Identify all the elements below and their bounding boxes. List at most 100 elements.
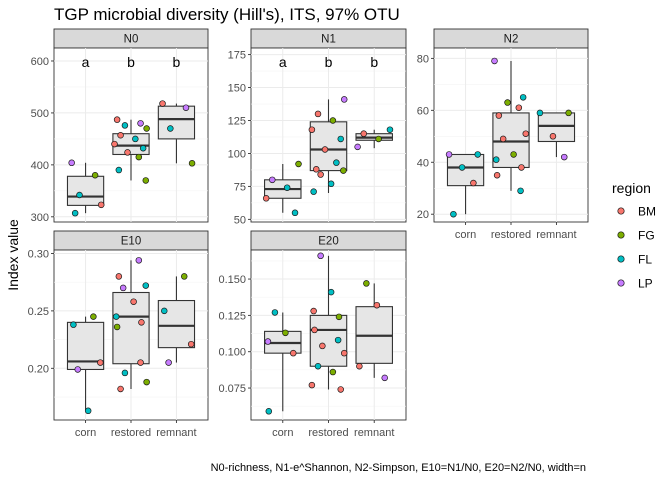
data-point-fl	[337, 135, 344, 143]
y-tick-label: 75	[234, 181, 246, 193]
data-point-fl	[142, 282, 150, 289]
data-point-bm	[311, 326, 318, 334]
data-point-fl	[121, 122, 129, 129]
data-point-bm	[515, 104, 523, 111]
y-tick-label: 0.25	[28, 306, 49, 318]
data-point-fg	[90, 313, 97, 320]
x-tick-label: remnant	[156, 427, 196, 439]
data-point-fl	[112, 313, 120, 320]
data-point-fg	[510, 151, 517, 158]
y-tick-label: 0.150	[218, 274, 246, 286]
box-iqr	[157, 299, 196, 349]
data-point-lp	[68, 159, 75, 167]
data-point-bm	[124, 149, 131, 156]
data-point-fg	[375, 135, 382, 143]
data-point-lp	[445, 151, 453, 158]
x-tick-label: restored	[491, 229, 531, 241]
data-point-fl	[139, 144, 147, 152]
data-point-fl	[132, 135, 139, 143]
x-tick-label: restored	[308, 427, 348, 439]
data-point-fl	[474, 151, 481, 158]
data-point-bm	[310, 307, 317, 315]
data-point-bm	[360, 130, 367, 137]
data-point-fl	[115, 166, 123, 174]
significance-letter: b	[173, 54, 181, 70]
panel-n0: N0 300 400 500 600 a b b	[31, 28, 209, 224]
data-point-fl	[76, 191, 83, 199]
data-point-fl	[310, 188, 317, 195]
data-point-bm	[308, 126, 316, 133]
data-point-fg	[135, 153, 143, 161]
x-tick-label: corn	[272, 427, 293, 439]
box-restored	[309, 99, 348, 193]
data-point-fl	[458, 164, 466, 171]
data-point-fl	[333, 159, 340, 166]
data-point-bm	[493, 172, 501, 179]
data-point-bm	[113, 116, 121, 123]
data-point-lp	[264, 338, 272, 345]
chart-caption: N0-richness, N1-e^Shannon, N2-Simpson, E…	[211, 462, 586, 474]
data-point-bm	[470, 179, 477, 187]
significance-letter: a	[82, 54, 90, 70]
data-point-lp	[74, 366, 82, 373]
data-point-bm	[373, 301, 381, 309]
chart-title: TGP microbial diversity (Hill's), ITS, 9…	[54, 5, 400, 24]
x-tick-label: restored	[111, 427, 151, 439]
y-axis-label: Index value	[5, 219, 21, 291]
data-point-fg	[180, 273, 188, 280]
data-point-fl	[314, 362, 322, 370]
data-point-fl	[327, 288, 335, 296]
data-point-lp	[135, 257, 143, 264]
box-iqr	[157, 105, 196, 140]
data-point-fg	[143, 125, 150, 132]
data-point-bm	[522, 130, 530, 137]
box-iqr	[537, 112, 576, 143]
data-point-bm	[97, 359, 104, 366]
data-point-lp	[340, 96, 348, 103]
data-point-fl	[283, 184, 291, 191]
data-point-bm	[290, 349, 297, 357]
x-tick-label: corn	[455, 229, 476, 241]
legend: region BM FG FL LP	[612, 180, 656, 291]
legend-item-lp: LP	[617, 277, 653, 291]
data-point-lp	[491, 57, 498, 65]
x-tick-label: remnant	[536, 229, 576, 241]
data-point-fl	[167, 125, 174, 132]
data-point-bm	[319, 342, 326, 350]
data-point-bm	[337, 386, 344, 393]
data-point-bm	[495, 112, 503, 119]
x-tick-label: remnant	[354, 427, 394, 439]
y-tick-label: 80	[417, 53, 429, 65]
data-point-bm	[159, 100, 166, 107]
box-iqr	[66, 175, 105, 206]
data-point-fl	[121, 369, 129, 377]
y-tick-label: 400	[31, 160, 49, 172]
box-iqr	[309, 121, 348, 172]
y-tick-label: 300	[31, 212, 49, 224]
legend-label: FL	[638, 253, 652, 267]
y-tick-label: 100	[228, 148, 246, 160]
significance-letter: b	[325, 54, 333, 70]
y-tick-label: 150	[228, 83, 246, 95]
box-corn	[446, 153, 485, 215]
data-point-bm	[356, 362, 363, 370]
facet-strip-label: E20	[318, 236, 338, 248]
data-point-bm	[117, 132, 124, 139]
data-point-fg	[565, 109, 572, 117]
data-point-bm	[115, 273, 123, 280]
facet-strip-label: E10	[121, 236, 141, 248]
data-point-fg	[504, 99, 511, 106]
y-tick-label: 600	[31, 56, 49, 68]
data-point-fg	[142, 177, 150, 184]
data-point-fl	[386, 126, 394, 133]
data-point-fl	[271, 309, 279, 316]
data-point-bm	[314, 110, 322, 118]
y-tick-label: 0.100	[218, 347, 246, 359]
box-remnant	[355, 283, 393, 378]
data-point-fl	[327, 180, 335, 188]
facet-strip-label: N1	[321, 34, 336, 46]
significance-letter: b	[370, 54, 378, 70]
data-point-fl	[450, 210, 457, 218]
data-point-fl	[265, 408, 273, 415]
data-point-fg	[295, 160, 302, 168]
